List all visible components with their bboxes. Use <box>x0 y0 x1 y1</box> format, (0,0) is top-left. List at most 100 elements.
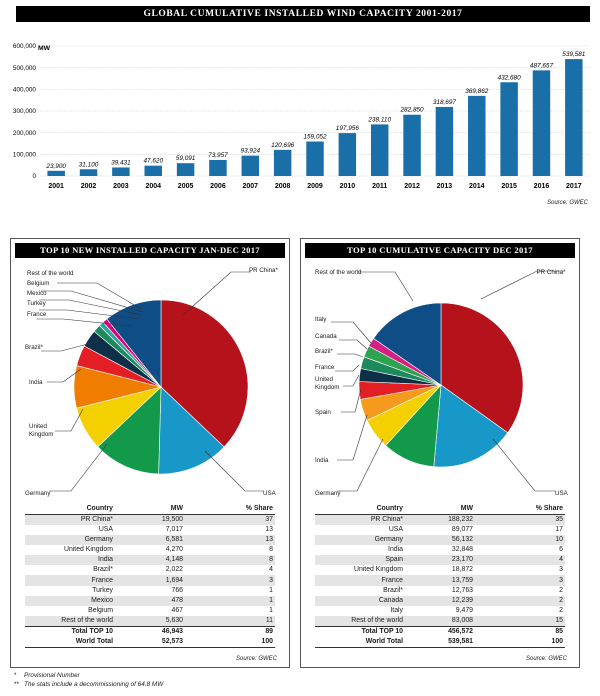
total-row: Total TOP 10 456,572 85 <box>315 626 565 638</box>
col-country: Country <box>315 504 405 515</box>
col-mw: MW <box>405 504 475 515</box>
right-label-rest: Rest of the world <box>315 269 362 276</box>
bar-value-label: 487,657 <box>530 62 554 69</box>
cell-mw: 6,581 <box>115 534 185 545</box>
pie-slice-usa <box>158 386 225 475</box>
bar-2011 <box>370 124 389 176</box>
bar-2003 <box>112 167 130 176</box>
cell-country: Canada <box>315 595 405 606</box>
x-tick-label: 2004 <box>145 183 161 190</box>
y-tick-label: 400,000 <box>13 87 37 94</box>
left-label-china: PR China* <box>249 267 278 274</box>
cell-country: Rest of the world <box>315 616 405 627</box>
cell-country: Brazil* <box>383 586 403 594</box>
cell-mw: 52,573 <box>115 637 185 649</box>
bar-2006 <box>209 159 227 176</box>
cell-share: 15 <box>475 616 565 627</box>
right-label-italy: Italy <box>315 316 327 323</box>
right-label-uk-line1: United <box>315 376 333 383</box>
bar-value-label: 197,956 <box>336 125 360 132</box>
right-label-canada: Canada <box>315 333 337 340</box>
cell-share: 37 <box>185 514 275 525</box>
cell-country: Total TOP 10 <box>315 626 405 638</box>
bar-2009 <box>306 141 324 176</box>
bar-value-label: 47,620 <box>143 158 163 165</box>
x-tick-label: 2017 <box>566 183 582 190</box>
cell-mw: 4,270 <box>165 545 183 553</box>
x-tick-label: 2016 <box>534 183 550 190</box>
left-label-uk-line2: Kingdom <box>29 431 53 438</box>
cell-mw: 56,132 <box>405 534 475 545</box>
bar-2014 <box>468 95 486 176</box>
bar-2008 <box>273 149 292 176</box>
total-row: World Total 539,581 100 <box>315 637 565 649</box>
cell-country: Brazil* <box>93 566 113 574</box>
cell-share: 13 <box>265 525 273 533</box>
y-tick-label: 100,000 <box>13 152 37 159</box>
x-tick-label: 2002 <box>81 183 97 190</box>
right-label-germany: Germany <box>315 490 341 497</box>
cell-mw: 19,500 <box>115 514 185 525</box>
footnote-provisional: * Provisional Number <box>14 672 80 679</box>
cell-share: 6 <box>559 545 563 553</box>
cell-mw: 4,148 <box>115 555 185 566</box>
cell-mw: 478 <box>115 595 185 606</box>
left-label-rest: Rest of the world <box>27 270 74 277</box>
x-tick-label: 2009 <box>307 183 323 190</box>
cell-country: PR China* <box>25 514 115 525</box>
cell-share: 3 <box>475 575 565 586</box>
cell-country: PR China* <box>315 514 405 525</box>
table-row: PR China* 188,232 35 <box>315 514 565 525</box>
cell-mw: 5,630 <box>115 616 185 627</box>
cell-mw: 12,763 <box>451 586 473 594</box>
cell-country: India <box>25 555 115 566</box>
x-tick-label: 2010 <box>340 183 356 190</box>
table-row: Brazil* 12,763 2 <box>315 586 565 596</box>
cumulative-capacity-bar-chart: MW 0 100,000 200,000 300,000 400,000 500,000 6… <box>13 43 590 190</box>
pie-slice-germany <box>97 386 162 475</box>
bar-value-label: 31,100 <box>79 161 99 168</box>
top-chart-title: GLOBAL CUMULATIVE INSTALLED WIND CAPACIT… <box>16 6 590 22</box>
cell-share: 2 <box>559 607 563 615</box>
bar-value-label: 73,957 <box>208 152 228 159</box>
cell-mw: 467 <box>171 607 184 615</box>
cell-mw: 766 <box>171 586 184 594</box>
x-tick-label: 2008 <box>275 183 291 190</box>
table-row: United Kingdom 4,270 8 <box>25 545 275 555</box>
cell-share: 17 <box>555 525 563 533</box>
y-tick-label: 300,000 <box>13 108 37 115</box>
cell-country: Germany <box>315 534 405 545</box>
cell-mw: 9,479 <box>455 607 473 615</box>
top-chart-source: Source: GWEC <box>546 200 588 206</box>
x-tick-label: 2007 <box>243 183 259 190</box>
cell-country: United Kingdom <box>63 545 113 553</box>
cell-mw: 1,694 <box>115 575 185 586</box>
cell-mw: 2,022 <box>165 566 183 574</box>
table-row: Rest of the world 5,630 11 <box>25 616 275 627</box>
cumulative-capacity-panel: TOP 10 CUMULATIVE CAPACITY DEC 2017 Rest… <box>300 238 580 668</box>
bar-2004 <box>144 165 162 176</box>
bar-value-label: 369,862 <box>465 88 489 95</box>
cell-country: France <box>315 575 405 586</box>
cell-country: World Total <box>315 637 405 649</box>
cell-share: 11 <box>185 616 275 627</box>
pie-slice-pr-china <box>160 299 249 448</box>
right-label-india: India <box>315 457 329 464</box>
col-share: % Share <box>475 504 565 515</box>
bar-2017 <box>565 59 583 176</box>
cell-share: 4 <box>475 555 565 566</box>
bar-2013 <box>435 106 454 176</box>
cell-mw: 12,239 <box>405 595 475 606</box>
table-row: Rest of the world 83,008 15 <box>315 616 565 627</box>
cell-country: USA <box>98 525 113 533</box>
col-share: % Share <box>185 504 275 515</box>
left-pie-leader-lines <box>37 271 263 492</box>
table-row: PR China* 19,500 37 <box>25 514 275 525</box>
cell-share: 2 <box>559 586 563 594</box>
total-row: World Total 52,573 100 <box>25 637 275 649</box>
left-label-brazil: Brazil* <box>25 344 43 351</box>
bar-value-label: 432,680 <box>498 74 522 81</box>
cell-country: USA <box>388 525 403 533</box>
cell-share: 10 <box>475 534 565 545</box>
table-row: USA 89,077 17 <box>315 525 565 535</box>
